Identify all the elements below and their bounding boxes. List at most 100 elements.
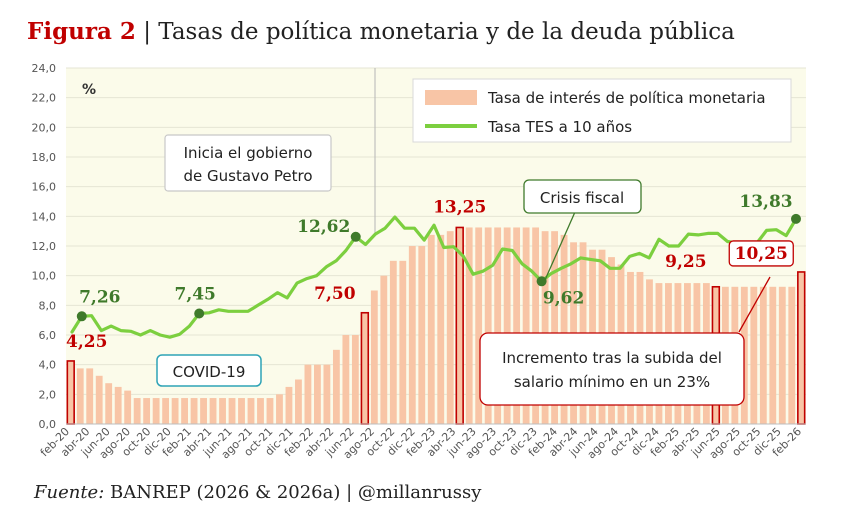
- bar: [200, 398, 207, 424]
- bar: [494, 227, 502, 424]
- annotation-fiscal-crisis-text: Crisis fiscal: [540, 189, 624, 207]
- bar: [313, 364, 321, 424]
- bar: [370, 290, 378, 424]
- bar: [750, 286, 758, 424]
- annotation-fiscal-crisis: Crisis fiscal: [523, 179, 642, 281]
- tes-data-label: 7,26: [79, 287, 120, 307]
- bar: [769, 286, 777, 424]
- legend-bar-swatch: [425, 90, 477, 105]
- bar: [162, 398, 170, 424]
- bar: [788, 286, 796, 424]
- y-tick-label: 22,0: [32, 92, 57, 105]
- bar: [399, 260, 407, 424]
- bar: [465, 227, 473, 424]
- bar: [532, 227, 540, 424]
- legend-label-policy-rate: Tasa de interés de política monetaria: [487, 89, 766, 107]
- bar: [475, 227, 483, 424]
- bar: [257, 398, 264, 424]
- source-label: Fuente:: [34, 482, 105, 503]
- annotation-wage-line2: salario mínimo en un 23%: [514, 373, 710, 391]
- annotation-wage-line1: Incremento tras la subida del: [502, 349, 722, 367]
- bar: [446, 231, 454, 424]
- bar: [266, 398, 274, 424]
- y-tick-label: 4,0: [39, 359, 57, 372]
- bar: [219, 398, 226, 424]
- bar: [295, 379, 302, 424]
- bar: [323, 364, 331, 424]
- tes-marker: [350, 231, 361, 242]
- tes-marker: [536, 276, 547, 287]
- y-axis: 0,0 2,0 4,0 6,0 8,0 10,0 12,0 14,0 16,0 18,0 20,0 2…: [32, 62, 57, 431]
- y-tick-label: 14,0: [32, 210, 57, 223]
- bar: [66, 360, 75, 425]
- bar: [389, 260, 397, 424]
- source-text: BANREP (2026 & 2026a) | @millanrussy: [110, 482, 482, 503]
- tes-data-label: 12,62: [297, 217, 350, 237]
- legend: Tasa de interés de política monetaria Ta…: [412, 78, 792, 143]
- bar: [247, 398, 255, 424]
- bar: [408, 246, 416, 424]
- bar: [380, 275, 388, 424]
- tes-marker: [791, 213, 801, 224]
- bar: [351, 335, 359, 424]
- bar: [238, 398, 245, 424]
- bar-label-box: [728, 240, 794, 267]
- x-axis: feb-20abr-20jun-20ago-20oct-20dic-20feb-…: [38, 423, 806, 461]
- bar: [152, 398, 160, 424]
- policy-rate-data-label: 9,25: [665, 252, 706, 272]
- y-tick-label: 2,0: [39, 388, 57, 401]
- bar: [342, 335, 350, 424]
- bar: [360, 311, 370, 425]
- annotation-government: Inicia el gobierno de Gustavo Petro: [164, 134, 332, 192]
- bar: [190, 398, 198, 424]
- bar: [95, 375, 103, 424]
- bar: [513, 227, 521, 424]
- y-tick-label: 20,0: [32, 121, 57, 134]
- bar: [560, 234, 568, 424]
- tes-line-layer: [70, 213, 801, 339]
- bar: [541, 231, 549, 424]
- bar: [105, 383, 113, 424]
- annotation-government-line2: de Gustavo Petro: [184, 167, 313, 185]
- annotation-covid-text: COVID-19: [173, 363, 246, 381]
- bar: [86, 368, 94, 424]
- unit-label: %: [82, 82, 96, 98]
- annotation-government-line1: Inicia el gobierno: [184, 144, 313, 162]
- bar: [209, 398, 217, 424]
- annotation-covid: COVID-19: [156, 354, 262, 387]
- y-tick-label: 8,0: [39, 299, 57, 312]
- bar: [171, 398, 179, 424]
- data-labels: 7,26 7,45 12,62 9,62 13,83 4,25 7,50 13,25 9,25 1…: [66, 192, 794, 352]
- tes-marker: [194, 308, 205, 319]
- policy-rate-data-label: 10,25: [735, 244, 788, 264]
- bar: [181, 398, 189, 424]
- bar: [778, 286, 786, 424]
- tes-series-line: [70, 215, 798, 339]
- source-note: Fuente: BANREP (2026 & 2026a) | @millanr…: [34, 482, 481, 503]
- legend-box: [412, 78, 792, 143]
- y-tick-label: 0,0: [39, 418, 57, 431]
- bar: [418, 246, 426, 424]
- bar: [114, 386, 122, 424]
- bar: [427, 234, 435, 424]
- bar: [276, 394, 283, 424]
- figure-title-text: Tasas de política monetaria y de la deud…: [158, 19, 735, 45]
- bar: [143, 398, 151, 424]
- bar: [76, 368, 84, 424]
- bar: [228, 398, 236, 424]
- y-tick-label: 18,0: [32, 151, 57, 164]
- policy-rate-data-label: 13,25: [433, 197, 486, 217]
- figure-title: Figura 2 | Tasas de política monetaria y…: [27, 18, 735, 45]
- y-tick-label: 24,0: [32, 62, 57, 75]
- bar: [797, 271, 806, 425]
- bar: [285, 386, 293, 424]
- bar: [304, 364, 312, 424]
- y-tick-label: 6,0: [39, 329, 57, 342]
- tes-data-label: 9,62: [543, 288, 584, 308]
- bar: [133, 398, 141, 424]
- legend-label-tes: Tasa TES a 10 años: [487, 118, 632, 136]
- annotation-wage-increase: Incremento tras la subida del salario mí…: [479, 276, 771, 406]
- figure-label: Figura 2: [27, 18, 136, 45]
- bar: [332, 349, 340, 424]
- tes-marker: [76, 311, 87, 322]
